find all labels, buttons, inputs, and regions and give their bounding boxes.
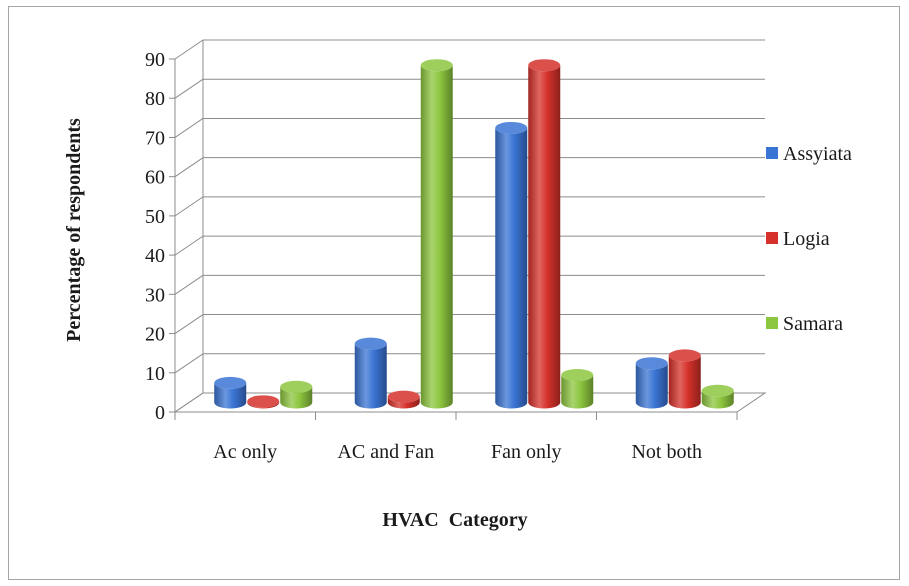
gridline-side — [174, 353, 204, 374]
gridline-side — [174, 157, 204, 178]
back-wall — [203, 40, 765, 393]
tick-labels: 0 10 20 30 40 50 60 70 80 90 Ac only AC and Fan Fan … — [145, 49, 702, 463]
y-tick-label: 10 — [145, 363, 165, 385]
bar-logia-3 — [668, 355, 701, 409]
y-tick-label: 40 — [145, 245, 165, 267]
y-tick-label: 50 — [145, 206, 165, 228]
floor — [173, 392, 767, 413]
bar-assyiata-2 — [495, 127, 528, 409]
bar-logia-2 — [528, 65, 561, 409]
y-tick-label: 20 — [145, 324, 165, 346]
y-axis-title: Percentage of respondents — [63, 118, 85, 342]
gridline-side — [174, 118, 204, 138]
x-tick-label: Not both — [631, 441, 702, 463]
axes — [169, 58, 767, 420]
bar-top-samara-1 — [420, 59, 453, 72]
x-axis-title: HVAC Category — [382, 509, 527, 531]
bar-assyiata-1 — [354, 343, 387, 409]
y-tick-label: 0 — [155, 402, 165, 424]
legend-label-assyiata: Assyiata — [783, 143, 852, 165]
bar-top-logia-2 — [528, 59, 561, 72]
gridlines — [174, 39, 765, 413]
gridline-side — [174, 274, 204, 295]
bar-top-assyiata-0 — [214, 376, 247, 389]
bar-logia-1 — [387, 396, 420, 409]
bar-top-logia-3 — [668, 349, 701, 362]
legend-swatch-logia — [766, 232, 778, 244]
bar-top-assyiata-2 — [495, 121, 528, 134]
legend-swatch-samara — [766, 317, 778, 329]
bar-top-assyiata-1 — [354, 337, 387, 350]
bar-logia-0 — [247, 401, 280, 409]
legend-swatch-assyiata — [766, 147, 778, 159]
gridline-side — [174, 235, 204, 256]
y-tick-label: 90 — [145, 49, 165, 71]
bar-assyiata-3 — [635, 363, 668, 409]
y-tick-label: 30 — [145, 284, 165, 306]
bar-samara-2 — [561, 375, 594, 409]
bar-samara-1 — [420, 65, 453, 409]
gridline-side — [174, 39, 204, 60]
bar-assyiata-0 — [214, 382, 247, 409]
y-tick-label: 70 — [145, 127, 165, 149]
bar-top-logia-0 — [247, 395, 280, 408]
legend-label-logia: Logia — [783, 228, 830, 250]
bar-top-samara-3 — [701, 384, 734, 397]
bar-top-logia-1 — [387, 390, 420, 403]
legend: Assyiata Logia Samara — [766, 143, 852, 335]
x-tick-label: Ac only — [213, 441, 277, 463]
y-tick-label: 60 — [145, 167, 165, 189]
gridline-side — [174, 314, 204, 334]
y-tick-label: 80 — [145, 88, 165, 110]
gridline-side — [174, 196, 204, 217]
legend-label-samara: Samara — [783, 313, 843, 335]
bar-top-samara-2 — [561, 369, 594, 382]
gridline-side — [174, 78, 204, 99]
x-tick-label: AC and Fan — [337, 441, 434, 463]
bar-top-samara-0 — [280, 380, 313, 393]
bar-samara-0 — [280, 386, 313, 409]
bar-top-assyiata-3 — [635, 357, 668, 370]
x-tick-label: Fan only — [491, 441, 562, 463]
bar-samara-3 — [701, 390, 734, 409]
bars — [214, 59, 734, 409]
